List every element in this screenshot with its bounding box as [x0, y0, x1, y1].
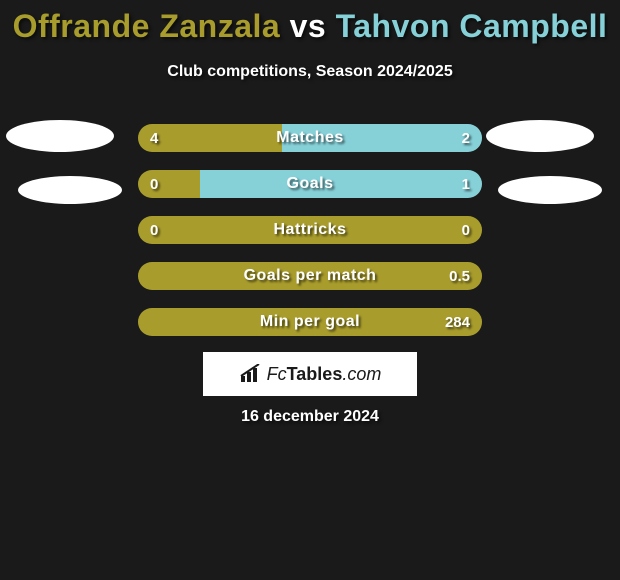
stat-label: Goals: [138, 170, 482, 198]
stat-value-left: 0: [150, 170, 158, 198]
stat-row: Matches4 2: [138, 124, 482, 152]
stat-row: Goals per match0.5: [138, 262, 482, 290]
stat-bars: Matches42Goals01Hattricks00Goals per mat…: [138, 124, 482, 354]
stat-label: Goals per match: [138, 262, 482, 290]
stat-label: Hattricks: [138, 216, 482, 244]
stat-value-right: 2: [462, 124, 470, 152]
player2-badge-top: [486, 120, 594, 152]
logo-text: FcTables.com: [267, 364, 382, 385]
logo-suffix: .com: [342, 364, 381, 384]
stat-row: Hattricks0 0: [138, 216, 482, 244]
logo-prefix: Fc: [267, 364, 287, 384]
stat-value-left: 0: [150, 216, 158, 244]
bar-chart-icon: [239, 364, 263, 384]
stat-row: Min per goal284: [138, 308, 482, 336]
vs-text: vs: [290, 8, 327, 44]
subtitle: Club competitions, Season 2024/2025: [0, 63, 620, 81]
stat-value-right: 1: [462, 170, 470, 198]
date-text: 16 december 2024: [0, 408, 620, 426]
player1-badge-top: [6, 120, 114, 152]
stat-value-right: 284: [445, 308, 470, 336]
stat-value-left: 4: [150, 124, 158, 152]
stat-row: Goals0 1: [138, 170, 482, 198]
logo-bold: Tables: [287, 364, 343, 384]
player2-name: Tahvon Campbell: [336, 8, 608, 44]
player1-name: Offrande Zanzala: [13, 8, 281, 44]
fctables-logo: FcTables.com: [203, 352, 417, 396]
stat-value-right: 0: [462, 216, 470, 244]
stat-label: Matches: [138, 124, 482, 152]
comparison-title: Offrande Zanzala vs Tahvon Campbell: [0, 0, 620, 45]
stat-value-right: 0.5: [449, 262, 470, 290]
player2-badge-bottom: [498, 176, 602, 204]
stat-label: Min per goal: [138, 308, 482, 336]
player1-badge-bottom: [18, 176, 122, 204]
